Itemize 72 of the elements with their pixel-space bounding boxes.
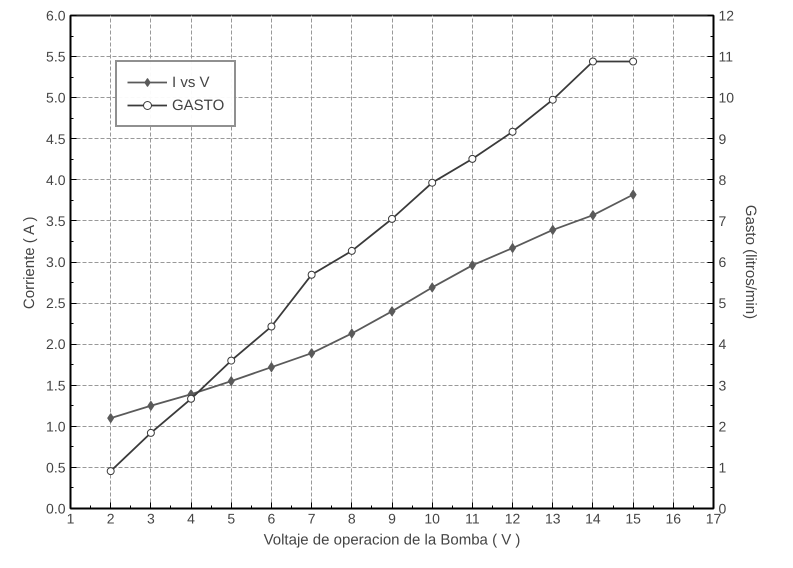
y-tick-label: 4.0	[46, 172, 66, 188]
y-tick-label: 0.0	[46, 500, 66, 516]
point	[388, 214, 396, 223]
y-tick-label: 1.5	[46, 377, 66, 394]
point	[348, 246, 356, 255]
point	[548, 96, 557, 104]
y2-tick-label: 10	[718, 90, 734, 106]
y2-tick-label: 11	[718, 48, 734, 65]
y-tick-label: 3.0	[46, 254, 66, 270]
x-tick-label: 12	[504, 510, 521, 526]
point	[308, 270, 316, 279]
y2-tick-label: 1	[718, 459, 726, 476]
point	[508, 128, 517, 136]
y2-tick-label: 6	[718, 254, 726, 270]
y-tick-label: 1.0	[46, 418, 66, 434]
x-axis-title: Voltaje de operacion de la Bomba ( V )	[264, 532, 520, 548]
x-tick-label: 4	[187, 510, 196, 526]
point	[509, 243, 516, 254]
y-tick-label: 5.5	[46, 48, 66, 65]
y-tick-label: 2.0	[46, 336, 66, 352]
y2-tick-label: 8	[718, 172, 726, 188]
y-tick-label: 4.5	[46, 130, 66, 147]
point	[589, 210, 596, 220]
x-tick-label: 9	[388, 510, 396, 526]
x-tick-label: 2	[106, 510, 115, 526]
x-tick-label: 5	[227, 510, 236, 526]
x-tick-label: 11	[465, 510, 480, 526]
y2-tick-label: 4	[718, 336, 726, 352]
x-tick-label: 15	[625, 510, 642, 526]
legend-label: GASTO	[172, 96, 224, 114]
x-tick-label: 3	[146, 510, 155, 526]
y2-tick-label: 3	[718, 377, 726, 394]
y2-tick-label: 9	[718, 130, 726, 147]
point	[187, 394, 196, 403]
x-tick-label: 7	[308, 510, 316, 526]
y2-axis-title: Gasto (litros/min)	[742, 204, 760, 320]
point	[227, 356, 236, 365]
point	[106, 467, 115, 476]
y-tick-label: 5.0	[46, 90, 66, 106]
x-tick-label: 16	[666, 510, 682, 526]
point	[267, 322, 276, 330]
x-tick-label: 13	[544, 510, 561, 526]
y-tick-label: 6.0	[46, 8, 66, 24]
y-tick-label: 3.5	[46, 212, 66, 229]
legend-label: I vs V	[172, 74, 210, 90]
point	[107, 413, 114, 424]
point	[428, 178, 436, 187]
point	[268, 362, 275, 372]
point	[630, 190, 637, 200]
point	[549, 224, 556, 235]
point	[348, 328, 356, 338]
point	[146, 428, 155, 437]
x-tick-label: 10	[424, 510, 440, 526]
y-tick-label: 0.5	[46, 459, 66, 476]
point	[468, 260, 476, 270]
point	[228, 376, 235, 386]
y2-tick-label: 7	[718, 212, 726, 229]
point	[468, 154, 476, 163]
point	[428, 282, 436, 292]
y-axis-title: Corriente ( A )	[21, 216, 38, 310]
y2-tick-label: 5	[718, 295, 726, 312]
point	[629, 58, 638, 66]
y2-tick-label: 2	[718, 418, 726, 434]
x-tick-label: 6	[268, 510, 276, 526]
x-tick-label: 8	[348, 510, 356, 526]
x-tick-label: 14	[585, 510, 601, 526]
x-tick-label: 1	[66, 510, 75, 526]
y-tick-label: 2.5	[46, 295, 66, 312]
point	[588, 58, 597, 66]
point	[308, 348, 316, 358]
point	[147, 400, 154, 411]
y2-tick-label: 12	[718, 8, 734, 24]
